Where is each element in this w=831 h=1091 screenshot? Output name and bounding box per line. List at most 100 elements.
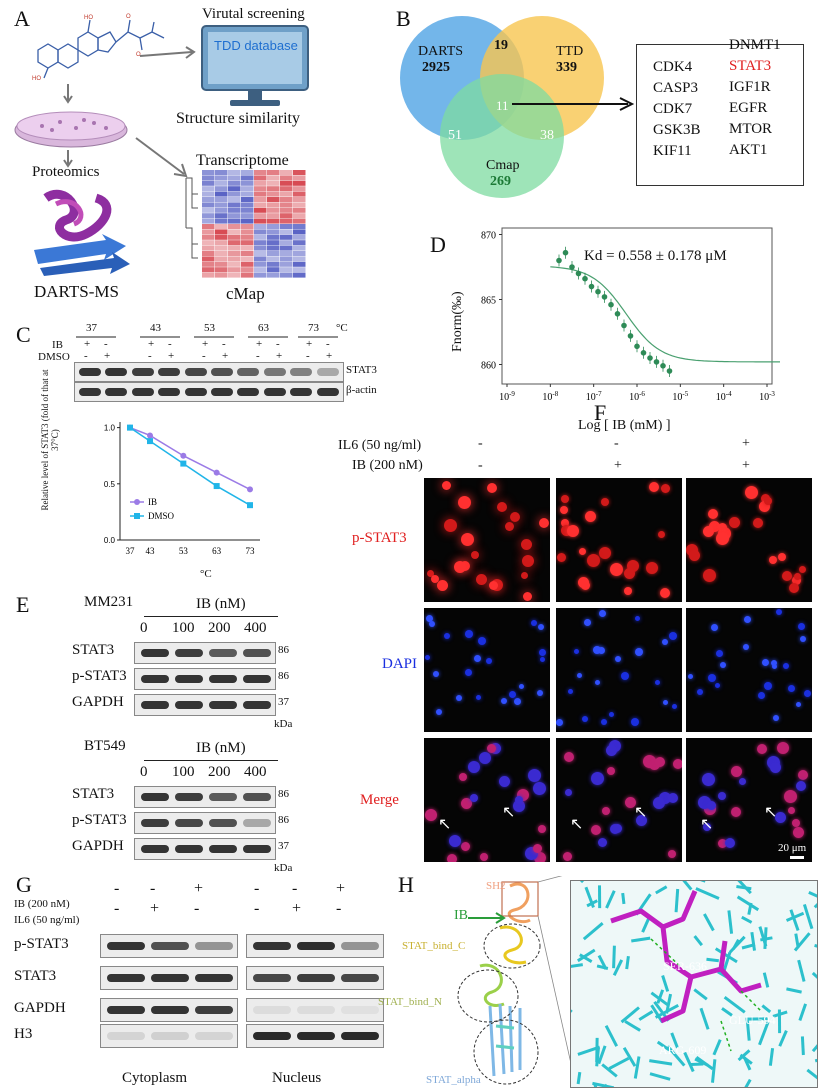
cell-nucleus (436, 709, 442, 715)
heatmap-cell (241, 191, 254, 197)
heatmap-cell (280, 245, 293, 251)
residue-stick (778, 1030, 788, 1047)
x-tick-label: 10-7 (586, 390, 602, 403)
cell-nucleus (561, 495, 569, 503)
cell-nucleus (725, 838, 735, 848)
x-tick-label: 43 (146, 546, 156, 556)
x-tick-label: 10-6 (629, 390, 645, 403)
blot-strip (100, 934, 238, 958)
blot-band (141, 845, 169, 853)
x-tick-label: 53 (179, 546, 189, 556)
heatmap-cell (254, 229, 267, 235)
cell-nucleus (662, 639, 668, 645)
residue-stick (711, 1059, 717, 1083)
sign: + (256, 338, 263, 350)
y-tick-label: 0.5 (104, 480, 116, 489)
microscopy-image (556, 608, 682, 732)
residue-stick (576, 1071, 582, 1085)
sign: + (84, 338, 91, 350)
cell-nucleus (783, 663, 789, 669)
sign: - (114, 900, 120, 917)
heatmap-cell (228, 186, 241, 192)
cell-nucleus (433, 671, 439, 677)
residue-stick (808, 890, 817, 898)
residue-stick (597, 1045, 607, 1065)
svg-text:HO: HO (84, 15, 93, 21)
temp-unit: °C (336, 322, 348, 334)
blot-band (211, 388, 233, 396)
temp-label: 37 (86, 322, 97, 334)
cell-nucleus (636, 815, 647, 826)
blot-band (243, 675, 271, 683)
cell-nucleus (538, 825, 546, 833)
cell-nucleus (531, 620, 537, 626)
heatmap-cell (202, 256, 215, 262)
cell-nucleus (772, 664, 777, 669)
residue-stick (661, 975, 670, 992)
blot-band (316, 388, 339, 396)
proteomics-label: Proteomics (32, 164, 100, 180)
heatmap-cell (280, 191, 293, 197)
heatmap-cell (241, 251, 254, 256)
sign: - (306, 350, 310, 362)
venn-cmap-label: Cmap (486, 158, 520, 173)
cell-nucleus (770, 762, 781, 773)
residue-stick (596, 964, 609, 970)
heatmap-cell (228, 224, 241, 229)
residue-stick (656, 1040, 671, 1052)
svg-text:O: O (126, 14, 131, 20)
cell-nucleus (777, 742, 789, 754)
heatmap-cell (202, 272, 215, 278)
cell-nucleus (497, 502, 507, 512)
heatmap-cell (241, 197, 254, 202)
stat-alpha-label: STAT_alpha (426, 1074, 481, 1086)
data-point (180, 460, 187, 467)
residue-stick (736, 885, 752, 891)
heatmap-cell (280, 234, 293, 240)
heatmap-cell (228, 213, 241, 219)
blot-label-stat3: STAT3 (346, 364, 377, 376)
cell-nucleus (661, 484, 670, 493)
cell-nucleus (582, 716, 588, 722)
blot-strip (246, 966, 384, 990)
panel-label-d: D (430, 232, 446, 257)
residue-stick (814, 1058, 817, 1063)
cell-nucleus (425, 655, 430, 660)
cell-nucleus (708, 674, 716, 682)
heatmap-cell (293, 218, 306, 224)
heatmap-cell (293, 229, 306, 235)
cell-nucleus (773, 715, 779, 721)
y-tick-label: 1.0 (104, 424, 116, 433)
cell-nucleus (794, 573, 801, 580)
gene-list-left: CDK4 CASP3 CDK7 GSK3B KIF11 (653, 57, 701, 162)
heatmap-cell (254, 234, 267, 240)
cell-nucleus (486, 658, 492, 664)
cell-nucleus (579, 548, 586, 555)
data-point (666, 368, 673, 374)
blot-band (243, 701, 271, 709)
sign: - (256, 350, 260, 362)
blot-band (195, 1032, 233, 1040)
cell-nucleus (591, 772, 604, 785)
microscopy-image (686, 608, 812, 732)
heatmap-cell (202, 191, 215, 197)
cell-nucleus (454, 561, 466, 573)
blot-band (263, 368, 286, 376)
sign: + (292, 900, 302, 917)
heatmap-cell (254, 240, 267, 246)
gene-name: KIF11 (653, 143, 692, 159)
residue-stick (649, 1072, 671, 1081)
blot-band (79, 368, 101, 376)
temp-label: 53 (204, 322, 215, 334)
cell-nucleus (744, 616, 751, 623)
blot-band (297, 1006, 335, 1014)
cell-nucleus (718, 523, 727, 532)
heatmap-cell (228, 240, 241, 246)
heatmap-cell (267, 256, 280, 262)
residue-stick (586, 899, 598, 908)
cell-nucleus (711, 624, 718, 631)
cell-nucleus (447, 854, 457, 862)
heatmap-cell (280, 207, 293, 213)
heatmap-cell (228, 191, 241, 197)
cell-nucleus (510, 512, 520, 522)
